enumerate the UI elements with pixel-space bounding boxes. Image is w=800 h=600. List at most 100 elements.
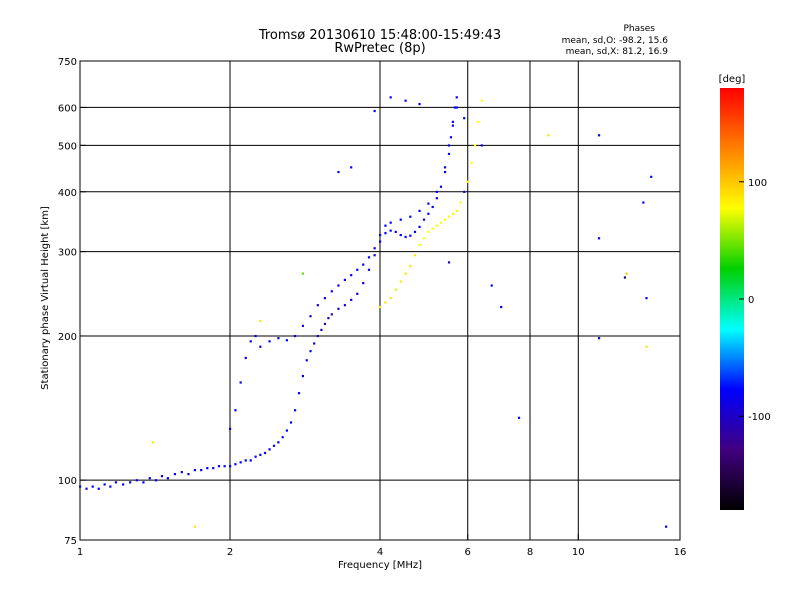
data-point <box>427 212 430 215</box>
data-point <box>350 166 353 169</box>
data-point <box>463 190 466 193</box>
phases-line-o: mean, sd,O: -98.2, 15.6 <box>562 36 669 46</box>
phases-line-x: mean, sd,X: 81.2, 16.9 <box>566 47 669 57</box>
data-point <box>409 234 412 237</box>
data-point <box>234 409 237 412</box>
data-point <box>239 461 242 464</box>
data-point <box>301 324 305 328</box>
data-point <box>337 284 340 287</box>
data-point <box>389 229 392 232</box>
data-point <box>343 278 347 281</box>
data-point <box>443 166 447 169</box>
y-tick-label: 750 <box>58 57 77 68</box>
data-point <box>373 254 376 257</box>
data-point <box>200 469 203 472</box>
data-point <box>373 247 376 250</box>
data-point <box>500 305 503 309</box>
data-point <box>297 392 301 395</box>
data-point <box>239 381 242 384</box>
data-point <box>244 459 247 462</box>
colorbar-tick-label: -100 <box>748 412 771 423</box>
data-point <box>447 152 451 156</box>
chart-subtitle: RwPretec (8p) <box>334 41 425 56</box>
data-point <box>217 465 221 468</box>
data-point <box>447 261 451 264</box>
data-point <box>418 225 421 229</box>
data-point <box>451 212 455 215</box>
data-point <box>244 356 247 360</box>
data-point <box>356 292 359 295</box>
data-point <box>645 345 648 348</box>
data-point <box>323 297 327 300</box>
data-point <box>309 315 312 318</box>
data-point <box>259 453 262 456</box>
data-point <box>268 340 271 343</box>
data-point <box>642 201 645 204</box>
data-point <box>330 313 333 316</box>
data-point <box>367 256 371 259</box>
data-point <box>459 201 462 204</box>
data-point <box>259 345 262 348</box>
data-point <box>356 268 359 271</box>
data-point <box>316 304 319 307</box>
data-point <box>470 161 473 164</box>
data-point <box>263 451 267 455</box>
data-point <box>435 224 438 227</box>
data-point <box>384 232 387 235</box>
data-point <box>109 485 112 488</box>
data-point <box>431 227 434 230</box>
y-tick-label: 600 <box>58 103 77 114</box>
data-point <box>122 483 125 486</box>
data-point <box>343 304 347 307</box>
data-point <box>166 477 169 480</box>
data-point <box>451 124 455 127</box>
data-point <box>114 481 118 484</box>
data-point <box>350 274 353 277</box>
data-point <box>480 99 483 102</box>
colorbar-ticks: 100 0 -100 <box>739 178 771 423</box>
data-point <box>379 233 382 237</box>
data-point <box>547 134 550 137</box>
data-point <box>234 463 237 466</box>
data-point <box>327 317 330 320</box>
data-point <box>379 240 382 243</box>
data-point <box>254 455 257 458</box>
data-point <box>187 473 190 476</box>
data-point <box>435 197 438 200</box>
data-point <box>254 334 257 338</box>
data-point <box>418 209 421 213</box>
chart-title: Tromsø 20130610 15:48:00-15:49:43 <box>258 28 501 43</box>
data-point <box>249 459 252 462</box>
data-point <box>443 218 447 221</box>
data-point <box>313 342 316 345</box>
data-point <box>439 185 443 188</box>
data-point <box>490 284 493 287</box>
data-point <box>409 264 412 268</box>
data-point <box>466 180 469 183</box>
x-tick-label: 6 <box>465 547 471 558</box>
data-point <box>135 479 138 482</box>
y-tick-label: 75 <box>64 536 77 547</box>
data-point <box>597 237 601 240</box>
axis-ticks: 1 2 4 6 8 10 16 75 100 200 300 400 500 600 750 <box>58 57 686 558</box>
data-point <box>623 276 627 279</box>
data-point <box>399 280 402 283</box>
data-point <box>154 479 158 482</box>
data-point <box>305 359 308 362</box>
data-point <box>223 465 226 468</box>
data-point <box>650 175 653 178</box>
data-point <box>337 170 340 174</box>
data-point <box>427 202 430 205</box>
data-point <box>404 235 407 239</box>
data-point <box>289 421 293 424</box>
data-point <box>259 319 262 323</box>
data-point <box>320 328 323 332</box>
data-point <box>293 409 297 412</box>
data-point <box>455 96 458 99</box>
data-point <box>285 429 288 432</box>
data-point <box>389 96 392 99</box>
x-tick-label: 10 <box>572 547 585 558</box>
data-point <box>301 374 305 378</box>
data-point <box>285 339 288 342</box>
